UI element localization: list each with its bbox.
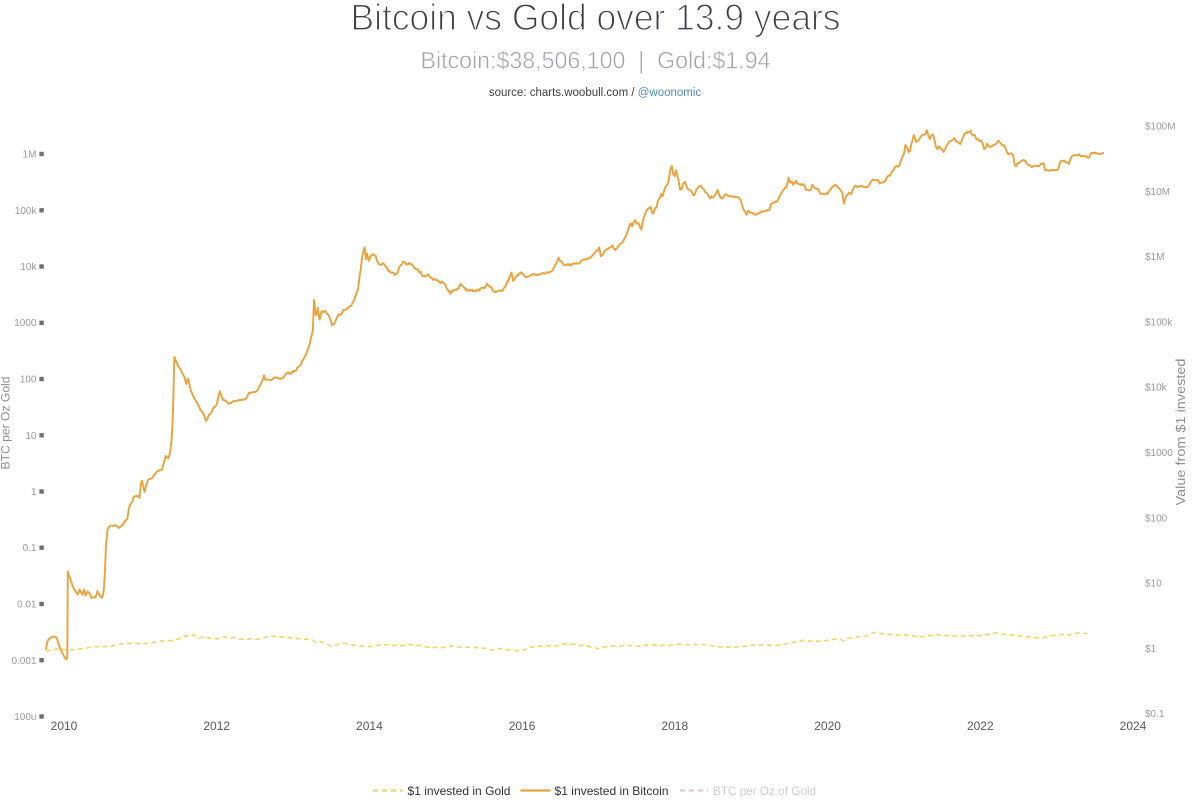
svg-text:2016: 2016	[509, 719, 536, 733]
svg-text:2022: 2022	[967, 719, 994, 733]
svg-text:$10M: $10M	[1145, 187, 1170, 198]
svg-text:1M: 1M	[23, 150, 37, 161]
svg-text:2024: 2024	[1120, 719, 1147, 733]
svg-text:2010: 2010	[51, 719, 78, 733]
svg-text:0.1: 0.1	[23, 543, 37, 554]
svg-text:Value from $1 invested: Value from $1 invested	[1174, 358, 1188, 505]
svg-text:100u: 100u	[14, 712, 36, 723]
svg-text:$1 invested in Gold: $1 invested in Gold	[408, 784, 511, 798]
svg-text:2018: 2018	[661, 719, 688, 733]
svg-text:$1 invested in Bitcoin: $1 invested in Bitcoin	[555, 784, 669, 798]
svg-text:2020: 2020	[814, 719, 841, 733]
svg-text:$10: $10	[1145, 579, 1162, 590]
svg-text:Bitcoin:$38,506,100 | Gold:$: Bitcoin:$38,506,100 | Gold:$1.94	[421, 48, 771, 75]
svg-text:$1: $1	[1145, 644, 1157, 655]
svg-text:$100: $100	[1145, 513, 1168, 524]
svg-text:1000: 1000	[14, 318, 37, 329]
svg-text:$100M: $100M	[1145, 122, 1176, 133]
svg-text:10k: 10k	[20, 262, 37, 273]
svg-text:$100k: $100k	[1145, 317, 1173, 328]
svg-text:100k: 100k	[15, 206, 38, 217]
svg-text:2012: 2012	[203, 719, 230, 733]
svg-text:0.001: 0.001	[11, 656, 36, 667]
svg-text:$10k: $10k	[1145, 383, 1168, 394]
svg-text:$1M: $1M	[1145, 252, 1164, 263]
svg-text:$0.1: $0.1	[1145, 709, 1165, 720]
svg-text:$1000: $1000	[1145, 448, 1173, 459]
svg-text:BTC per Oz Gold: BTC per Oz Gold	[0, 377, 13, 470]
svg-text:source: charts.woobull.com / @: source: charts.woobull.com / @woonomic	[489, 87, 702, 99]
svg-text:0.01: 0.01	[17, 600, 37, 611]
svg-text:2014: 2014	[356, 719, 383, 733]
svg-text:100: 100	[20, 375, 37, 386]
svg-text:BTC per Oz of Gold: BTC per Oz of Gold	[713, 784, 816, 798]
svg-text:10: 10	[25, 431, 37, 442]
svg-text:1: 1	[31, 487, 37, 498]
svg-text:Bitcoin vs Gold over 13.9 year: Bitcoin vs Gold over 13.9 years	[351, 0, 841, 38]
